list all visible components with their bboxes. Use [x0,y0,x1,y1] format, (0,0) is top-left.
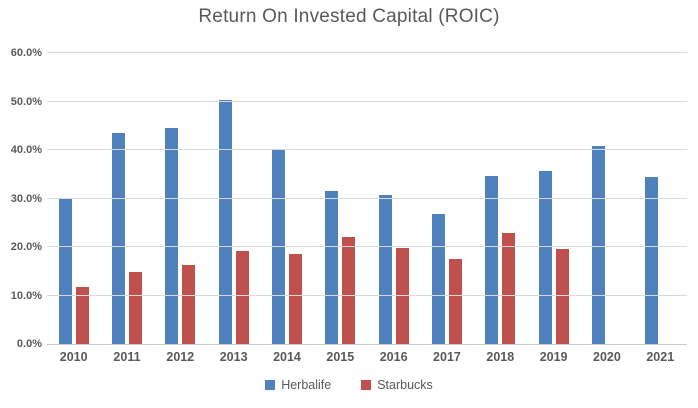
x-tick-label-2011: 2011 [113,350,141,364]
x-tick-label-2019: 2019 [539,350,568,364]
herbalife-bar-2013 [218,100,232,344]
gridline [47,100,687,102]
gridline [47,197,687,199]
gridline [47,149,687,150]
bar-group-2014 [260,53,313,344]
y-tick-label: 60.0% [10,47,42,59]
y-tick-label: 0.0% [16,338,42,350]
herbalife-bar-2017 [431,213,445,344]
x-tick-label-2016: 2016 [379,350,408,364]
chart-title: Return On Invested Capital (ROIC) [198,6,500,27]
herbalife-bar-2010 [58,199,72,344]
starbucks-bar-2012 [182,265,196,344]
bar-group-2010 [47,53,100,344]
x-tick-label-2021: 2021 [646,350,675,364]
starbucks-bar-2013 [235,251,249,344]
starbucks-bar-2017 [448,259,462,344]
bar-group-2021 [634,53,687,344]
starbucks-bar-2014 [288,254,302,344]
legend-swatch-icon [361,380,372,390]
gridline [47,52,687,53]
starbucks-bar-2018 [502,233,516,344]
legend-item-starbucks: Starbucks [361,378,433,392]
y-tick-label: 40.0% [10,144,42,156]
bar-group-2016 [367,53,420,344]
herbalife-bar-2018 [485,176,499,344]
legend-label: Starbucks [377,378,433,392]
x-tick-label-2012: 2012 [166,350,195,364]
herbalife-bar-2016 [378,194,392,344]
herbalife-bar-2011 [111,133,125,344]
bar-group-2015 [314,53,367,344]
bar-group-2019 [527,53,580,344]
starbucks-bar-2019 [555,249,569,344]
plot-area [47,52,687,345]
legend: Herbalife Starbucks [0,378,698,392]
herbalife-bar-2015 [325,190,339,344]
gridline [47,246,687,247]
herbalife-bar-2012 [165,127,179,344]
gridline [47,294,687,296]
legend-item-herbalife: Herbalife [265,378,331,392]
y-axis: 0.0% 10.0% 20.0% 30.0% 40.0% 50.0% 60.0% [0,47,42,350]
herbalife-bar-2021 [645,176,659,344]
y-tick-label: 30.0% [10,192,42,205]
herbalife-bar-2019 [538,171,552,344]
starbucks-bar-2016 [395,248,409,344]
starbucks-bar-2015 [342,237,356,344]
x-tick-label-2010: 2010 [59,350,88,364]
legend-swatch-icon [265,380,276,390]
x-tick-label-2018: 2018 [486,350,515,364]
x-axis: 2010 2011 2012 2013 2014 2015 2016 2017 2018 2019… [47,350,687,364]
y-tick-label: 50.0% [10,95,42,108]
starbucks-bar-2010 [75,286,89,344]
bar-groups [47,53,687,344]
x-tick-label-2014: 2014 [273,350,301,364]
bar-group-2012 [154,53,207,344]
x-tick-label-2020: 2020 [593,350,621,364]
bar-group-2018 [474,53,527,344]
starbucks-bar-2011 [128,272,142,344]
y-tick-label: 20.0% [10,241,42,253]
x-tick-label-2013: 2013 [219,350,248,364]
x-tick-label-2015: 2015 [326,350,355,364]
bar-group-2017 [420,53,473,344]
bar-group-2020 [580,53,633,344]
bar-group-2011 [100,53,153,344]
x-tick-label-2017: 2017 [433,350,461,364]
legend-label: Herbalife [281,378,332,392]
y-tick-label: 10.0% [10,289,42,302]
bar-group-2013 [207,53,260,344]
